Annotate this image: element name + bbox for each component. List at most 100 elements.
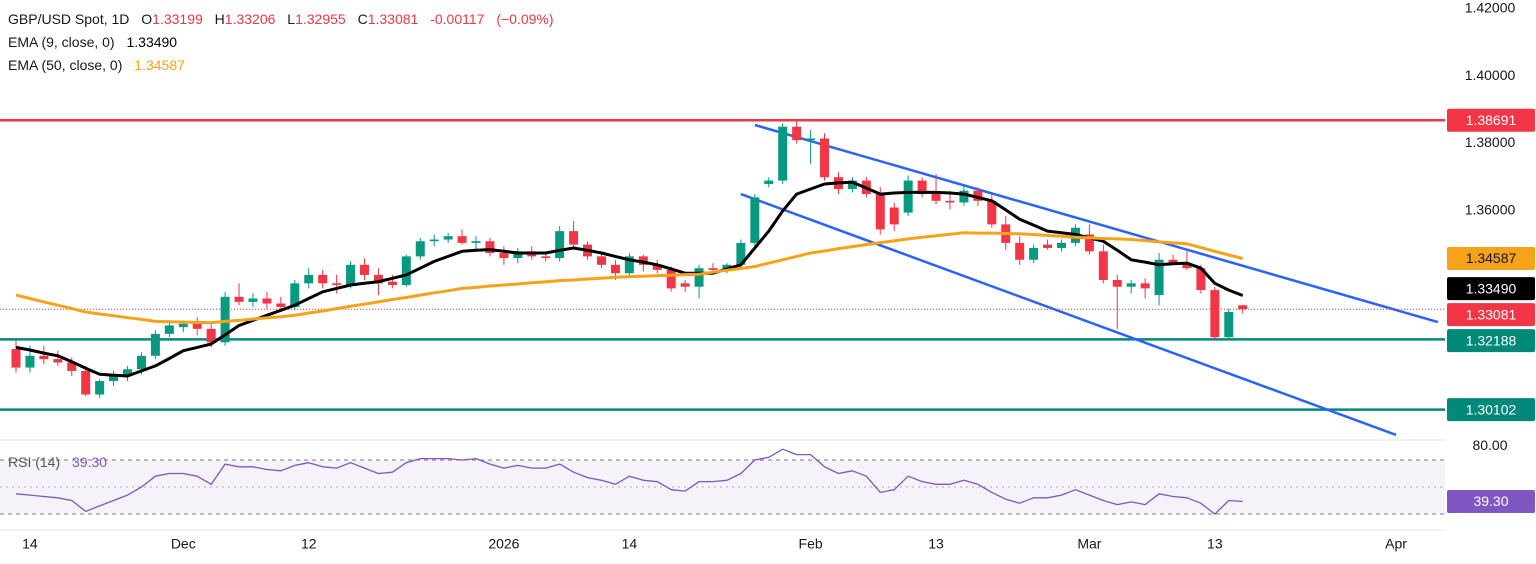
price-label: 1.30102	[1466, 401, 1517, 417]
candle-body	[1098, 251, 1108, 280]
candle-body	[764, 180, 774, 184]
candle-body	[150, 333, 160, 356]
ohlc-value: 1.32955	[295, 11, 346, 27]
candle-body	[136, 355, 146, 370]
y-tick-label: 1.36000	[1465, 202, 1516, 218]
candle-body	[1224, 311, 1234, 338]
candle-body	[1196, 268, 1206, 291]
candle-body	[415, 241, 425, 257]
rsi-tick-label: 80.00	[1472, 437, 1507, 453]
candle-body	[973, 190, 983, 201]
candle-body	[917, 180, 927, 195]
symbol: GBP/USD Spot, 1D	[8, 11, 130, 27]
y-tick-label: 1.40000	[1465, 67, 1516, 83]
candle-body	[820, 138, 830, 178]
candle-body	[81, 370, 91, 395]
candle-body	[332, 283, 342, 286]
x-tick-label: 13	[928, 536, 944, 552]
candle-body	[806, 138, 816, 141]
x-tick-label: 12	[301, 536, 317, 552]
line	[15, 180, 1244, 378]
candle-body	[1057, 242, 1066, 248]
candle-body	[499, 253, 509, 259]
candle-body	[931, 194, 941, 201]
candle-body	[164, 325, 174, 334]
y-tick-label: 1.38000	[1465, 134, 1516, 150]
change: -0.00117	[430, 11, 485, 27]
candle-body	[1238, 305, 1248, 310]
x-tick-label: 2026	[488, 536, 519, 552]
candle-body	[750, 197, 760, 243]
candle-body	[234, 296, 244, 302]
candle-body	[652, 264, 662, 270]
price-label-box	[1447, 108, 1535, 132]
x-tick-label: 14	[622, 536, 638, 552]
candle-body	[471, 241, 481, 243]
candle-body	[53, 359, 63, 363]
candle-body	[401, 256, 411, 286]
candle-body	[1015, 242, 1025, 260]
candle-body	[443, 236, 453, 240]
candle-body	[206, 328, 216, 343]
candle-body	[1112, 279, 1122, 287]
candle-body	[262, 298, 272, 304]
y-tick-label: 1.42000	[1465, 0, 1516, 15]
candle-body	[1126, 283, 1136, 287]
candle-body	[276, 303, 286, 307]
x-tick-label: 14	[22, 536, 38, 552]
price-label-box	[1447, 303, 1535, 327]
candle-body	[304, 274, 314, 284]
price-label-box	[1447, 489, 1535, 513]
rsi-value: 39.30	[72, 454, 108, 470]
legend: GBP/USD Spot, 1D O1.33199 H1.33206 L1.32…	[8, 8, 554, 77]
candle-body	[360, 264, 369, 275]
candle-body	[25, 355, 35, 368]
candle-body	[123, 369, 133, 376]
ema-value: 1.34587	[134, 57, 185, 73]
candle-body	[889, 207, 899, 225]
candle-body	[1140, 283, 1150, 289]
price-label: 1.32188	[1466, 332, 1517, 348]
x-tick-label: 13	[1207, 536, 1223, 552]
ema-value: 1.33490	[126, 34, 178, 50]
rsi-legend: RSI (14) 39.30	[8, 451, 107, 474]
x-tick-label: Apr	[1385, 536, 1407, 552]
candle-body	[541, 256, 551, 259]
candle-body	[513, 251, 523, 259]
candle-body	[67, 362, 77, 371]
channel-line	[754, 123, 1439, 324]
candle-body	[248, 298, 258, 302]
ema-name: EMA (50, close, 0)	[8, 57, 123, 73]
candle-body	[596, 256, 606, 265]
ohlc-value: 1.33199	[152, 11, 203, 27]
candle-body	[903, 180, 913, 213]
candle-body	[1182, 263, 1192, 269]
candle-body	[1168, 259, 1178, 264]
candle-body	[1043, 244, 1053, 248]
ohlc-label: L	[287, 11, 296, 27]
candle-body	[1154, 259, 1164, 296]
legend-row: GBP/USD Spot, 1D O1.33199 H1.33206 L1.32…	[8, 8, 554, 31]
ohlc-value: 1.33206	[224, 11, 276, 27]
candle-body	[792, 126, 802, 141]
channel-line	[740, 192, 1397, 437]
candle-body	[1084, 234, 1094, 252]
candle-body	[220, 296, 230, 343]
candle-body	[945, 200, 955, 203]
candle-body	[680, 283, 690, 287]
candle-body	[1210, 290, 1220, 338]
price-pane	[0, 118, 1445, 437]
candle-body	[987, 200, 997, 225]
candle-body	[778, 126, 788, 181]
candle-body	[610, 264, 620, 274]
x-tick-label: Dec	[171, 536, 196, 552]
candle-body	[569, 231, 579, 245]
price-label-box	[1447, 277, 1535, 301]
price-label-box	[1447, 398, 1535, 422]
candle-body	[847, 180, 857, 190]
candle-body	[11, 349, 21, 368]
price-label: 1.33081	[1466, 306, 1517, 322]
candle-body	[875, 194, 885, 230]
